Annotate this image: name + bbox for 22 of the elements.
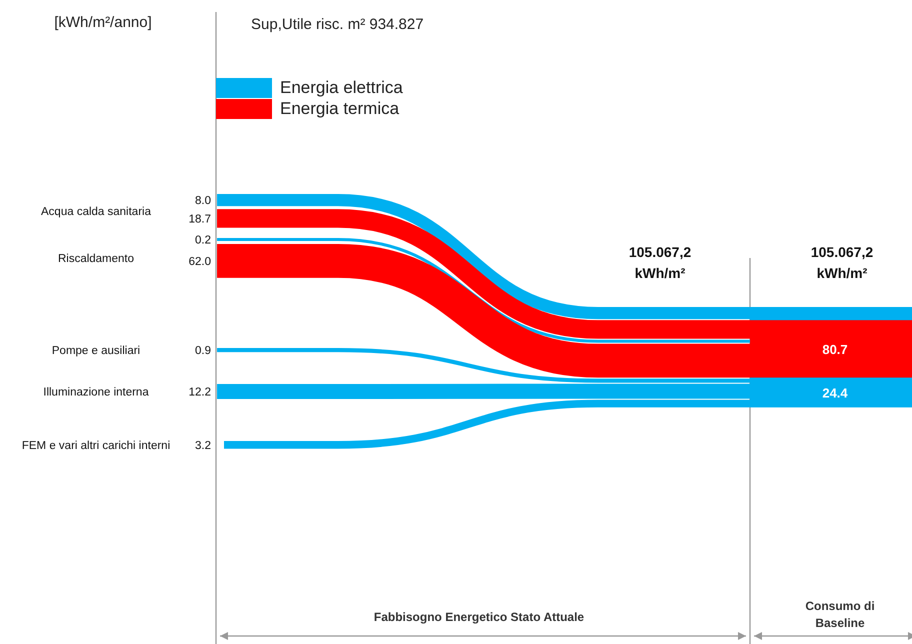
- text: 105.067,2 kWh/m²: [628, 244, 692, 281]
- text: 105.067,2 kWh/m²: [810, 244, 874, 281]
- data-label: 62.0: [188, 256, 211, 268]
- data-label: 3.2: [195, 440, 211, 452]
- text: 24.4: [822, 386, 848, 401]
- text: [kWh/m²/anno]: [54, 14, 152, 31]
- data-label: 0.2: [195, 234, 211, 246]
- category-label: Riscaldamento: [58, 252, 134, 265]
- text: 80.7: [822, 342, 848, 357]
- text: Fabbisogno Energetico Stato Attuale: [374, 610, 584, 624]
- category-label: Acqua calda sanitaria: [41, 206, 152, 218]
- data-label: 18.7: [188, 213, 211, 226]
- data-label: 12.2: [188, 386, 211, 399]
- data-label: 8.0: [195, 195, 211, 208]
- category-label: Illuminazione interna: [43, 386, 150, 399]
- category-label: FEM e vari altri carichi interni: [22, 440, 170, 452]
- text: Consumo di Baseline: [805, 599, 875, 630]
- legend-label: Energia termica: [280, 99, 400, 118]
- category-label: Pompe e ausiliari: [52, 345, 140, 358]
- legend-label: Energia elettrica: [280, 78, 404, 97]
- text: Sup,Utile risc. m² 934.827: [251, 16, 424, 33]
- data-label: 0.9: [195, 345, 211, 358]
